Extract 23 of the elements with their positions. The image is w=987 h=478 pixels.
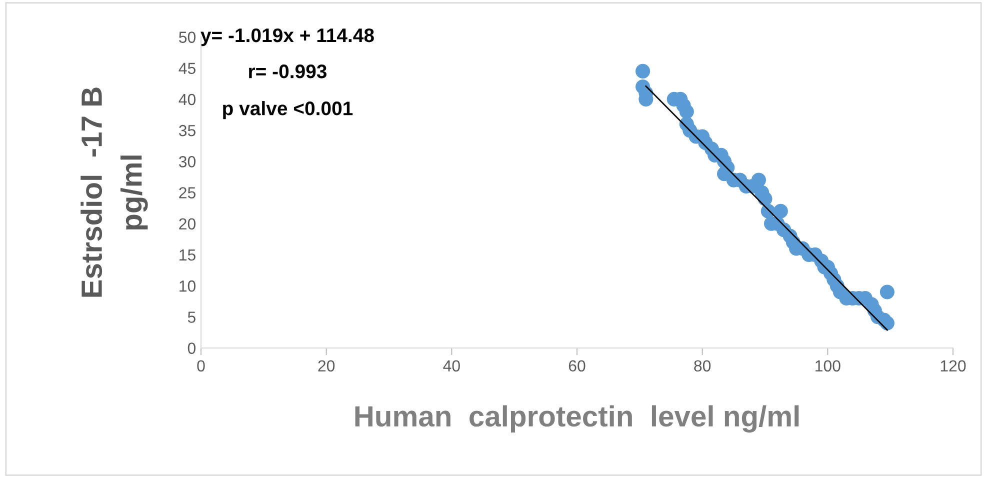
- x-tick-label: 20: [318, 360, 335, 372]
- y-tick-label: 15: [180, 250, 196, 261]
- y-tick-label: 10: [180, 280, 196, 292]
- x-tick-label: 80: [694, 360, 711, 372]
- x-tick-label: 60: [568, 360, 586, 372]
- x-tick-label: 40: [443, 360, 460, 372]
- y-tick-label: 30: [178, 156, 196, 168]
- y-tick-label: 5: [188, 312, 196, 323]
- annotation: y= -1.019x + 114.48: [200, 28, 374, 46]
- y-tick-label: 20: [179, 218, 196, 230]
- annotation: p valve <0.001: [223, 101, 353, 120]
- x-tick-label: 100: [816, 360, 840, 372]
- x-tick-label: 120: [940, 360, 966, 372]
- y-tick-label: 35: [178, 124, 196, 136]
- y-tick-label: 45: [178, 62, 196, 74]
- y-tick-label: 50: [179, 32, 196, 43]
- x-tick-label: 0: [197, 360, 205, 372]
- y-tick-label: 40: [178, 94, 196, 106]
- y-tick-label: 25: [179, 187, 196, 198]
- x-axis-title: Human calprotectin level ng/ml: [355, 405, 799, 433]
- y-tick-label: 0: [188, 342, 196, 354]
- y-axis-title: Estrsdiol -17 B pg/ml: [80, 88, 148, 297]
- annotation: r= -0.993: [249, 64, 327, 78]
